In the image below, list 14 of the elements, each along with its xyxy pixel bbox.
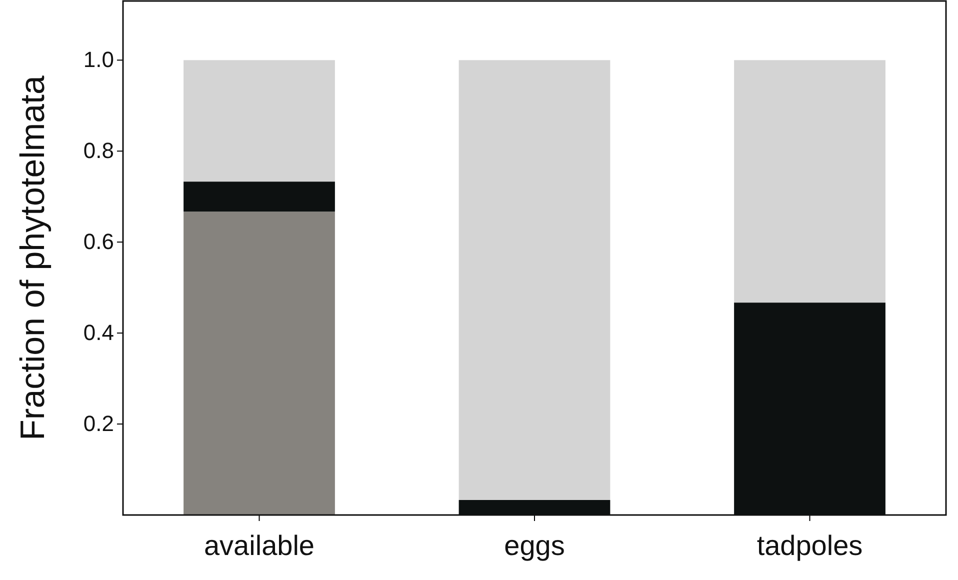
- bar: [184, 212, 335, 515]
- x-tick-label: available: [204, 530, 315, 561]
- bar: [184, 60, 335, 182]
- y-tick-label: 1.0: [83, 47, 114, 72]
- y-tick-label: 0.4: [83, 320, 114, 346]
- bar: [734, 60, 886, 303]
- x-tick-label: tadpoles: [756, 530, 863, 561]
- y-tick-label: 0.6: [83, 229, 114, 254]
- bar: [458, 60, 610, 500]
- y-tick-label: 0.8: [83, 138, 114, 164]
- bar: [184, 182, 335, 212]
- y-axis-title: Fraction of phytotelmata: [14, 76, 52, 440]
- y-tick-label: 0.2: [83, 411, 114, 436]
- x-tick-label: eggs: [504, 530, 565, 561]
